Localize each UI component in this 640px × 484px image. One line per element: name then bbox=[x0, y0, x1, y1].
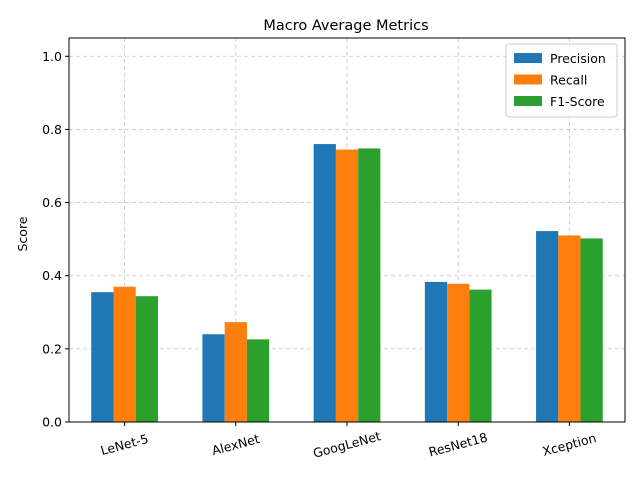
bars bbox=[91, 144, 603, 423]
y-tick-label: 0.4 bbox=[42, 268, 62, 283]
y-tick-label: 0.6 bbox=[42, 195, 62, 210]
y-tick-label: 0.8 bbox=[42, 122, 62, 137]
bar-recall bbox=[558, 235, 581, 422]
bar-recall bbox=[113, 286, 136, 422]
bar-precision bbox=[536, 231, 559, 422]
bar-recall bbox=[335, 149, 359, 423]
bar-f1-score bbox=[358, 148, 381, 422]
chart-title: Macro Average Metrics bbox=[263, 18, 428, 34]
x-tick-label: AlexNet bbox=[210, 431, 261, 458]
x-tick-label: Xception bbox=[541, 430, 598, 459]
y-axis-label: Score bbox=[15, 216, 30, 251]
bar-precision bbox=[424, 281, 448, 422]
bar-f1-score bbox=[469, 289, 492, 422]
x-tick-label: LeNet-5 bbox=[99, 431, 150, 458]
bar-recall bbox=[447, 283, 470, 422]
bar-f1-score bbox=[580, 238, 603, 422]
legend-label-f1-score: F1-Score bbox=[550, 94, 605, 109]
legend-label-precision: Precision bbox=[550, 51, 606, 66]
legend: Precision Recall F1-Score bbox=[505, 43, 618, 118]
legend-swatch-precision bbox=[514, 53, 542, 63]
legend-label-recall: Recall bbox=[550, 73, 587, 88]
grid-lines bbox=[69, 38, 625, 423]
x-tick-label: GoogLeNet bbox=[311, 428, 382, 460]
legend-swatch-recall bbox=[514, 74, 542, 85]
y-tick-label: 0.2 bbox=[42, 341, 62, 356]
bar-precision bbox=[91, 292, 114, 422]
y-tick-label: 1.0 bbox=[42, 49, 62, 64]
y-tick-label: 0.0 bbox=[42, 415, 62, 430]
bar-f1-score bbox=[246, 339, 270, 422]
bar-f1-score bbox=[135, 296, 158, 422]
bar-recall bbox=[224, 322, 247, 422]
x-tick-label: ResNet18 bbox=[427, 429, 489, 459]
bar-precision bbox=[313, 144, 336, 423]
legend-swatch-f1-score bbox=[514, 96, 542, 106]
bar-precision bbox=[202, 334, 225, 422]
